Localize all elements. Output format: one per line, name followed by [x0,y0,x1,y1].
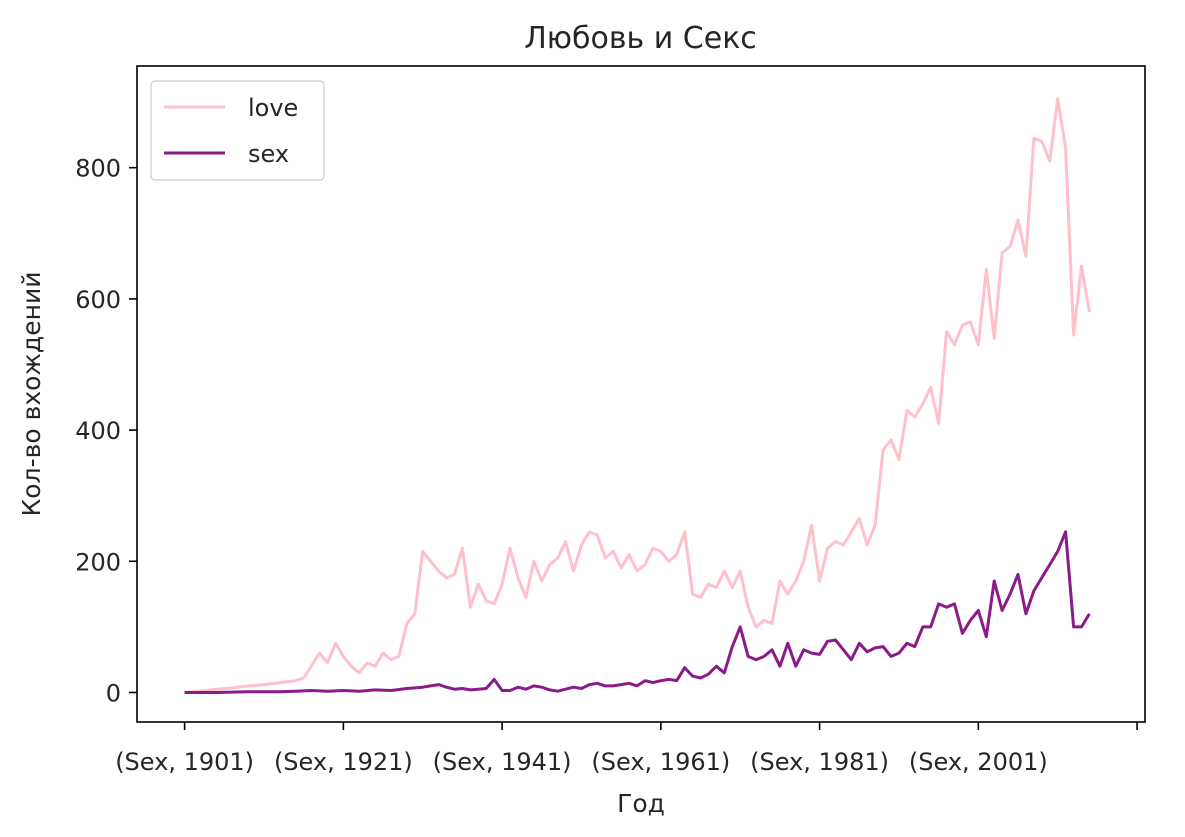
chart-title: Любовь и Секс [524,21,757,56]
legend-label-sex: sex [248,140,289,168]
x-tick-label: (Sex, 1921) [274,748,413,776]
y-axis-ticks: 0 200 400 600 800 [75,155,137,707]
legend-label-love: love [248,94,298,122]
x-tick-label: (Sex, 1901) [115,748,254,776]
legend: love sex [150,80,325,181]
x-tick-label: (Sex, 2001) [909,748,1048,776]
x-tick-label: (Sex, 1941) [433,748,572,776]
y-axis-label: Кол-во вхождений [17,272,46,517]
series-line-sex [184,530,1091,694]
y-tick-label: 600 [75,286,121,314]
y-tick-label: 0 [106,679,121,707]
plot-frame [136,65,1146,723]
x-tick-label: (Sex, 1961) [591,748,730,776]
x-tick-label: (Sex, 1981) [750,748,889,776]
plot-lines [184,97,1091,694]
x-axis-ticks: (Sex, 1901) (Sex, 1921) (Sex, 1941) (Sex, 1… [115,722,1138,776]
y-tick-label: 800 [75,155,121,183]
x-axis-label: Год [617,789,665,818]
y-tick-label: 200 [75,548,121,576]
y-tick-label: 400 [75,417,121,445]
series-line-love [184,97,1091,694]
